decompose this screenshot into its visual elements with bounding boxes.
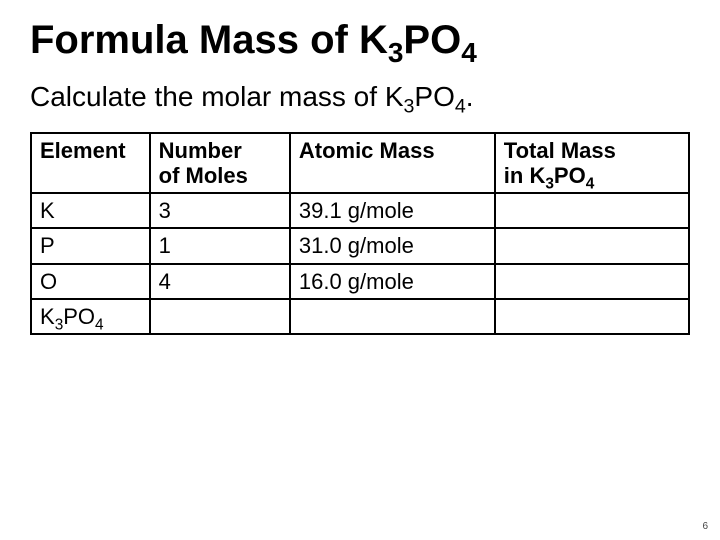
header-total-l1: Total Mass xyxy=(504,138,616,163)
title-text-1: Formula Mass of K xyxy=(30,18,388,62)
header-atomic: Atomic Mass xyxy=(290,133,495,194)
page-title: Formula Mass of K3PO4 xyxy=(30,18,690,62)
cell-element: O xyxy=(31,264,150,299)
cell-element: K xyxy=(31,193,150,228)
header-moles: Number of Moles xyxy=(150,133,290,194)
formula-sub2: 4 xyxy=(95,316,104,333)
subtitle-sub-2: 4 xyxy=(455,96,466,118)
subtitle: Calculate the molar mass of K3PO4. xyxy=(30,80,690,114)
table-header-row: Element Number of Moles Atomic Mass Tota… xyxy=(31,133,689,194)
cell-element-formula: K3PO4 xyxy=(31,299,150,334)
cell-atomic: 39.1 g/mole xyxy=(290,193,495,228)
header-total: Total Mass in K3PO4 xyxy=(495,133,689,194)
header-total-l2-sub1: 3 xyxy=(545,175,554,192)
cell-atomic: 31.0 g/mole xyxy=(290,228,495,263)
page-number: 6 xyxy=(702,521,708,532)
header-element: Element xyxy=(31,133,150,194)
subtitle-text-1: Calculate the molar mass of K xyxy=(30,81,404,112)
title-sub-2: 4 xyxy=(461,37,477,68)
header-total-l2-mid: PO xyxy=(554,163,586,188)
cell-moles xyxy=(150,299,290,334)
header-total-l2-prefix: in K xyxy=(504,163,546,188)
slide-content: Formula Mass of K3PO4 Calculate the mola… xyxy=(0,0,720,335)
cell-total xyxy=(495,228,689,263)
title-sub-1: 3 xyxy=(388,37,404,68)
cell-total xyxy=(495,193,689,228)
subtitle-sub-1: 3 xyxy=(404,96,415,118)
header-total-l2-sub2: 4 xyxy=(586,175,595,192)
header-moles-l2: of Moles xyxy=(159,163,248,188)
cell-element: P xyxy=(31,228,150,263)
subtitle-suffix: . xyxy=(466,81,474,112)
cell-moles: 1 xyxy=(150,228,290,263)
cell-atomic xyxy=(290,299,495,334)
title-text-2: PO xyxy=(403,18,461,62)
cell-moles: 3 xyxy=(150,193,290,228)
table-row: P 1 31.0 g/mole xyxy=(31,228,689,263)
header-moles-l1: Number xyxy=(159,138,242,163)
formula-sub1: 3 xyxy=(55,316,64,333)
cell-total xyxy=(495,299,689,334)
table-row: O 4 16.0 g/mole xyxy=(31,264,689,299)
cell-total xyxy=(495,264,689,299)
table-row: K 3 39.1 g/mole xyxy=(31,193,689,228)
subtitle-text-2: PO xyxy=(414,81,454,112)
formula-mid: PO xyxy=(63,304,95,329)
table-row: K3PO4 xyxy=(31,299,689,334)
cell-atomic: 16.0 g/mole xyxy=(290,264,495,299)
molar-mass-table: Element Number of Moles Atomic Mass Tota… xyxy=(30,132,690,336)
formula-prefix: K xyxy=(40,304,55,329)
cell-moles: 4 xyxy=(150,264,290,299)
